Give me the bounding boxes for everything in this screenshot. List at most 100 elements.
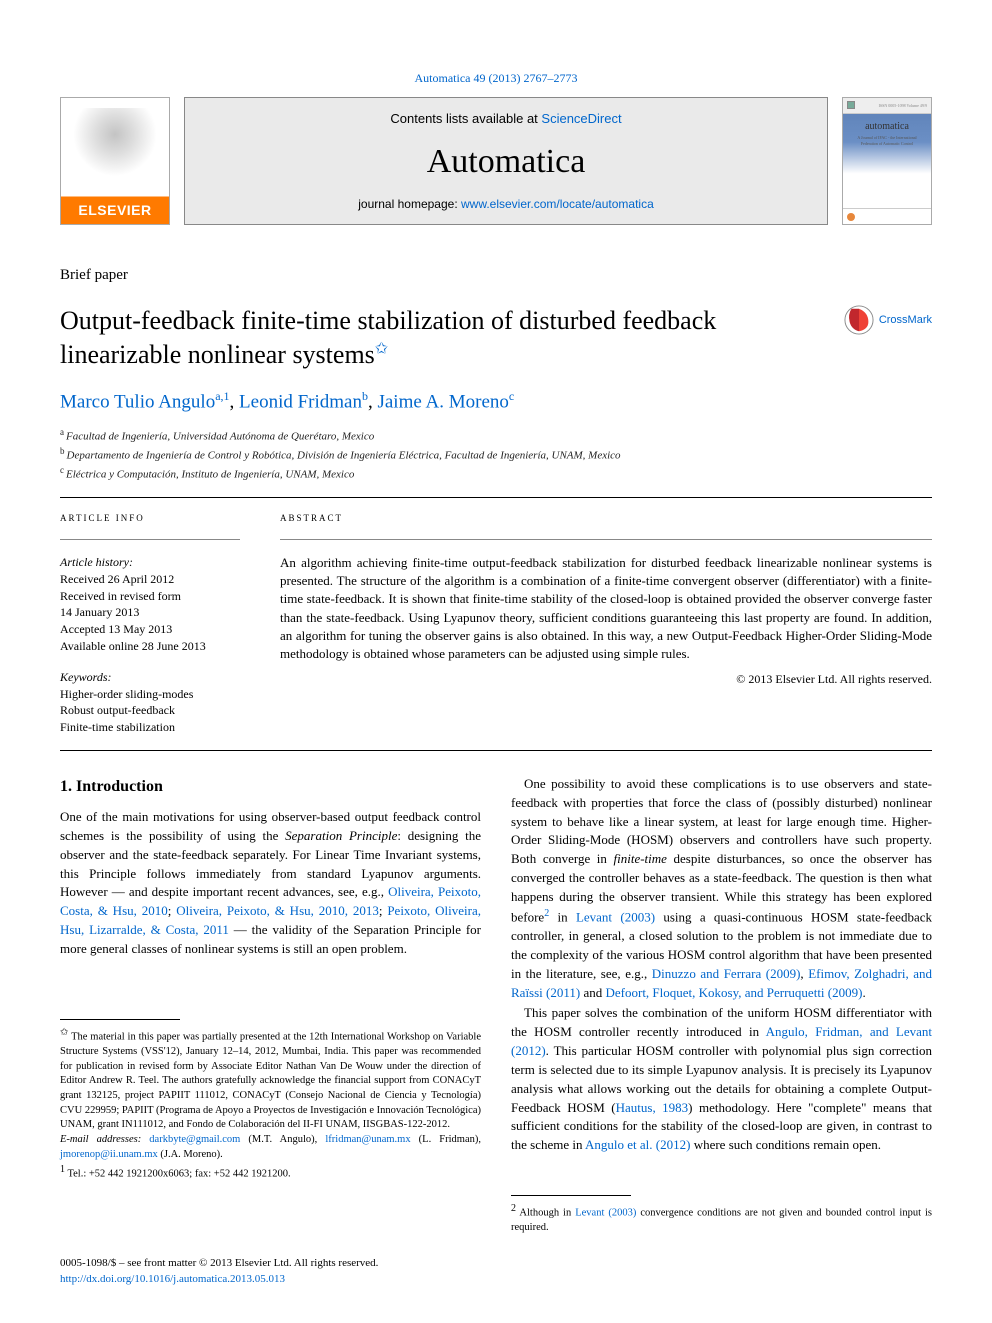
authors-list: Marco Tulio Anguloa,1, Leonid Fridmanb, … — [60, 388, 932, 416]
history-line-2: 14 January 2013 — [60, 604, 240, 621]
history-line-4: Available online 28 June 2013 — [60, 638, 240, 655]
divider-top — [60, 497, 932, 498]
intro-paragraph-3: This paper solves the combination of the… — [511, 1004, 932, 1155]
keyword-2: Finite-time stabilization — [60, 719, 240, 736]
homepage-link[interactable]: www.elsevier.com/locate/automatica — [461, 197, 654, 211]
journal-header: ELSEVIER Contents lists available at Sci… — [60, 97, 932, 226]
meta-row: article info Article history: Received 2… — [60, 512, 932, 736]
fn2a: Although in — [519, 1208, 575, 1219]
email3who: (J.A. Moreno). — [158, 1149, 223, 1160]
title-footnote-marker[interactable]: ✩ — [375, 341, 388, 358]
cover-sub1: A Journal of IFAC - the International — [847, 136, 927, 140]
article-info: article info Article history: Received 2… — [60, 512, 240, 736]
ref-defoort-2009[interactable]: Defoort, Floquet, Kokosy, and Perruquett… — [606, 985, 863, 1000]
page-container: Automatica 49 (2013) 2767–2773 ELSEVIER … — [0, 0, 992, 1318]
affiliations: aFacultad de Ingeniería, Universidad Aut… — [60, 426, 932, 483]
fn2-ref-levant[interactable]: Levant (2003) — [575, 1208, 636, 1219]
c2p1f: . — [862, 985, 865, 1000]
footnote-rule-right — [511, 1195, 631, 1196]
center-header: Contents lists available at ScienceDirec… — [184, 97, 828, 226]
cover-bottom — [843, 208, 931, 224]
article-info-title: article info — [60, 512, 240, 525]
doi-line: http://dx.doi.org/10.1016/j.automatica.2… — [60, 1272, 932, 1287]
footnote-star-marker: ✩ — [60, 1027, 68, 1038]
column-left: 1. Introduction One of the main motivati… — [60, 775, 481, 1236]
aff-text-2: Eléctrica y Computación, Instituto de In… — [66, 469, 354, 481]
affiliation-2: cEléctrica y Computación, Instituto de I… — [60, 464, 932, 483]
history-heading: Article history: — [60, 554, 240, 571]
journal-cover-thumbnail[interactable]: ISSN 0005-1098 Volume 49/9 automatica A … — [842, 97, 932, 226]
history-line-0: Received 26 April 2012 — [60, 571, 240, 588]
homepage-line: journal homepage: www.elsevier.com/locat… — [358, 196, 654, 213]
ref-hautus-1983[interactable]: Hautus, 1983 — [616, 1100, 689, 1115]
contents-line: Contents lists available at ScienceDirec… — [390, 110, 621, 128]
cover-sub2: Federation of Automatic Control — [847, 142, 927, 146]
crossmark-button[interactable]: CrossMark — [843, 304, 932, 336]
email-2[interactable]: lfridman@unam.mx — [325, 1134, 410, 1145]
footnote-2-marker: 2 — [511, 1203, 516, 1214]
c2p1b: finite-time — [614, 851, 667, 866]
author-sep-0: , — [230, 391, 240, 412]
ref-angulo-2012b[interactable]: Angulo et al. (2012) — [585, 1137, 690, 1152]
abstract-text: An algorithm achieving finite-time outpu… — [280, 554, 932, 663]
doi-link[interactable]: http://dx.doi.org/10.1016/j.automatica.2… — [60, 1273, 285, 1285]
title-line1: Output-feedback finite-time stabilizatio… — [60, 306, 716, 335]
email2who: (L. Fridman), — [411, 1134, 481, 1145]
footnote-tel: 1 Tel.: +52 442 1921200x6063; fax: +52 4… — [60, 1163, 481, 1182]
ref-dinuzzo-2009[interactable]: Dinuzzo and Ferrara (2009) — [652, 966, 801, 981]
cover-title-area: automatica A Journal of IFAC - the Inter… — [843, 114, 931, 209]
abstract-copyright: © 2013 Elsevier Ltd. All rights reserved… — [280, 671, 932, 688]
top-reference-link[interactable]: Automatica 49 (2013) 2767–2773 — [415, 71, 578, 85]
bottom-info: 0005-1098/$ – see front matter © 2013 El… — [60, 1256, 932, 1288]
p1b: Separation Principle — [285, 828, 397, 843]
ref-levant-2003[interactable]: Levant (2003) — [576, 909, 655, 924]
cover-badge-icon — [847, 101, 855, 109]
aff-lbl-0: a — [60, 427, 64, 437]
author-link-1[interactable]: Leonid Fridman — [239, 391, 362, 412]
elsevier-logo[interactable]: ELSEVIER — [60, 97, 170, 226]
email1who: (M.T. Angulo), — [240, 1134, 325, 1145]
aff-text-1: Departamento de Ingeniería de Control y … — [67, 450, 621, 462]
author-link-2[interactable]: Jaime A. Moreno — [377, 391, 508, 412]
intro-paragraph-1: One of the main motivations for using ob… — [60, 808, 481, 959]
cover-top-strip: ISSN 0005-1098 Volume 49/9 — [843, 98, 931, 114]
abstract-divider — [280, 539, 932, 540]
affiliation-0: aFacultad de Ingeniería, Universidad Aut… — [60, 426, 932, 445]
column-right: One possibility to avoid these complicat… — [511, 775, 932, 1236]
cover-globe-icon — [847, 213, 855, 221]
contents-prefix: Contents lists available at — [390, 111, 541, 126]
footnote-rule — [60, 1019, 180, 1020]
fn-p1a: The material in this paper was partially… — [60, 1031, 481, 1130]
c2p2d: where such conditions remain open. — [690, 1137, 881, 1152]
crossmark-icon — [843, 304, 875, 336]
issn-line: 0005-1098/$ – see front matter © 2013 El… — [60, 1256, 932, 1271]
author-link-0[interactable]: Marco Tulio Angulo — [60, 391, 215, 412]
info-divider — [60, 539, 240, 540]
footnotes-right: 2 Although in Levant (2003) convergence … — [511, 1195, 932, 1236]
article-type-label: Brief paper — [60, 265, 932, 286]
cover-strip-text: ISSN 0005-1098 Volume 49/9 — [879, 103, 927, 109]
author-aff-0[interactable]: a,1 — [215, 389, 229, 403]
footnote-2: 2 Although in Levant (2003) convergence … — [511, 1202, 932, 1236]
fn-tel: Tel.: +52 442 1921200x6063; fax: +52 442… — [67, 1168, 290, 1179]
c2p1d: in — [549, 909, 576, 924]
author-aff-2[interactable]: c — [509, 389, 514, 403]
section-1-heading: 1. Introduction — [60, 775, 481, 798]
email-1[interactable]: darkbyte@gmail.com — [149, 1134, 240, 1145]
journal-name: Automatica — [427, 138, 586, 186]
keyword-1: Robust output-feedback — [60, 702, 240, 719]
sciencedirect-link[interactable]: ScienceDirect — [541, 111, 621, 126]
ref-oliveira-2010b[interactable]: Oliveira, Peixoto, & Hsu, 2010, 2013 — [176, 903, 379, 918]
intro-paragraph-2: One possibility to avoid these complicat… — [511, 775, 932, 1002]
ref3sep: and — [580, 985, 605, 1000]
paper-title: Output-feedback finite-time stabilizatio… — [60, 304, 716, 372]
abstract-title: abstract — [280, 512, 932, 525]
history-line-3: Accepted 13 May 2013 — [60, 621, 240, 638]
keywords-title: Keywords: — [60, 669, 240, 686]
keyword-0: Higher-order sliding-modes — [60, 686, 240, 703]
elsevier-label: ELSEVIER — [61, 197, 169, 225]
email-label: E-mail addresses: — [60, 1134, 141, 1145]
email-3[interactable]: jmorenop@ii.unam.mx — [60, 1149, 158, 1160]
footnote-funding: ✩ The material in this paper was partial… — [60, 1026, 481, 1133]
history-line-1: Received in revised form — [60, 588, 240, 605]
